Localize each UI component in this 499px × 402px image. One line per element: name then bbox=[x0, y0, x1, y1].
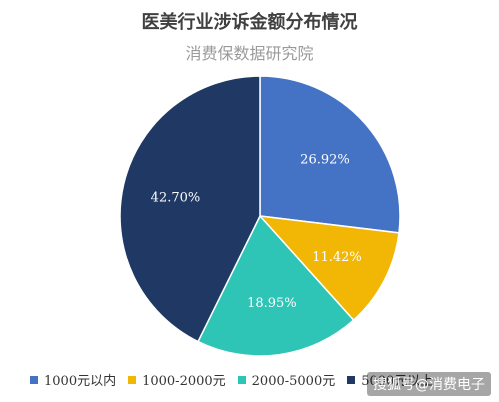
legend-swatch-3 bbox=[347, 375, 356, 384]
legend-item-1: 1000-2000元 bbox=[128, 370, 226, 389]
legend-swatch-2 bbox=[237, 375, 246, 384]
data-label-3: 42.70% bbox=[151, 190, 201, 205]
chart-subtitle: 消费保数据研究院 bbox=[185, 44, 314, 63]
data-label-2: 18.95% bbox=[247, 296, 297, 311]
legend-label-2: 2000-5000元 bbox=[251, 374, 336, 389]
pie-slice-1 bbox=[258, 215, 400, 322]
legend-item-0: 1000元以内 bbox=[30, 370, 116, 389]
legend-item-3: 5000元以上 bbox=[347, 370, 433, 389]
legend-label-3: 5000元以上 bbox=[361, 374, 434, 389]
legend-label-0: 1000元以内 bbox=[44, 374, 117, 389]
legend-item-2: 2000-5000元 bbox=[237, 370, 336, 389]
pie-slice-2 bbox=[197, 214, 355, 357]
chart-title: 医美行业涉诉金额分布情况 bbox=[141, 12, 358, 33]
data-label-0: 26.92% bbox=[300, 152, 350, 167]
legend-label-1: 1000-2000元 bbox=[142, 374, 226, 389]
legend-swatch-1 bbox=[128, 375, 137, 384]
pie-slice-0 bbox=[259, 75, 401, 234]
pie-slice-3 bbox=[119, 75, 261, 343]
data-label-1: 11.42% bbox=[312, 250, 362, 265]
watermark-text: 搜狐号@消费电子 bbox=[367, 372, 491, 396]
chart-legend: 1000元以内 1000-2000元 2000-5000元 5000元以上 bbox=[30, 370, 445, 389]
legend-swatch-0 bbox=[30, 375, 38, 384]
